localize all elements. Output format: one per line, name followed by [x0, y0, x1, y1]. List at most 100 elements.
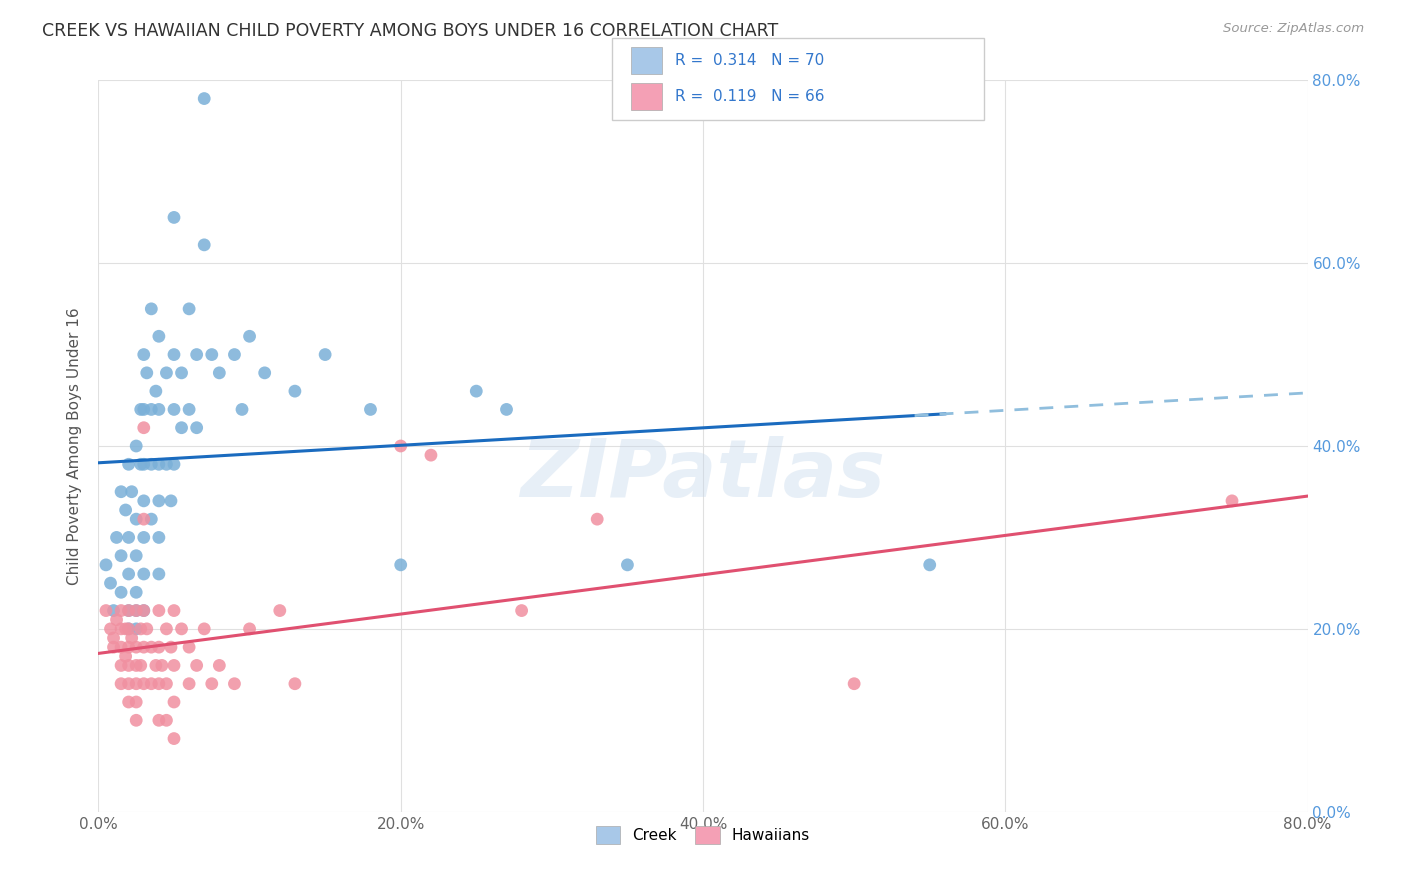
Point: [125, 585, 148, 599]
Point: [118, 603, 141, 617]
Point: [163, 347, 186, 362]
Point: [114, 503, 136, 517]
Point: [201, 347, 224, 362]
Point: [118, 622, 141, 636]
Point: [129, 402, 152, 417]
Point: [100, 622, 122, 636]
Point: [132, 603, 155, 617]
Point: [118, 567, 141, 582]
Point: [103, 631, 125, 645]
Point: [160, 640, 183, 655]
Point: [148, 457, 170, 471]
Point: [239, 329, 262, 343]
Point: [125, 603, 148, 617]
Point: [231, 402, 253, 417]
Point: [125, 512, 148, 526]
Point: [141, 457, 163, 471]
Point: [170, 421, 193, 435]
Point: [110, 676, 132, 690]
Legend: Creek, Hawaiians: Creek, Hawaiians: [588, 819, 818, 852]
Point: [141, 301, 163, 316]
Point: [201, 676, 224, 690]
Point: [118, 622, 141, 636]
Point: [105, 530, 128, 544]
Point: [132, 603, 155, 617]
Point: [145, 658, 167, 673]
Text: ZIPatlas: ZIPatlas: [520, 436, 886, 515]
Point: [148, 603, 170, 617]
Point: [224, 347, 246, 362]
Point: [132, 530, 155, 544]
Point: [148, 676, 170, 690]
Point: [495, 402, 517, 417]
Point: [141, 402, 163, 417]
Point: [132, 640, 155, 655]
Point: [110, 640, 132, 655]
Point: [100, 576, 122, 591]
Point: [193, 238, 215, 252]
Point: [125, 439, 148, 453]
Point: [118, 530, 141, 544]
Point: [132, 676, 155, 690]
Point: [844, 676, 866, 690]
Point: [510, 603, 533, 617]
Point: [125, 695, 148, 709]
Point: [389, 558, 412, 572]
Point: [170, 622, 193, 636]
Point: [132, 512, 155, 526]
Point: [118, 457, 141, 471]
Point: [208, 366, 231, 380]
Point: [110, 549, 132, 563]
Point: [125, 603, 148, 617]
Point: [284, 676, 307, 690]
Point: [239, 622, 262, 636]
Point: [103, 603, 125, 617]
Point: [132, 347, 155, 362]
Point: [155, 714, 177, 728]
Point: [314, 347, 336, 362]
Point: [132, 421, 155, 435]
Point: [155, 366, 177, 380]
Point: [155, 622, 177, 636]
Point: [129, 658, 152, 673]
Point: [105, 613, 128, 627]
Point: [179, 402, 201, 417]
Point: [160, 494, 183, 508]
Point: [118, 603, 141, 617]
Point: [110, 658, 132, 673]
Point: [163, 211, 186, 225]
Point: [284, 384, 307, 398]
Point: [360, 402, 382, 417]
Point: [125, 714, 148, 728]
Point: [129, 622, 152, 636]
Point: [420, 448, 443, 462]
Point: [179, 301, 201, 316]
Point: [125, 640, 148, 655]
Text: Source: ZipAtlas.com: Source: ZipAtlas.com: [1223, 22, 1364, 36]
Point: [163, 603, 186, 617]
Point: [129, 457, 152, 471]
Point: [163, 731, 186, 746]
Point: [141, 512, 163, 526]
Point: [132, 567, 155, 582]
Point: [125, 658, 148, 673]
Point: [224, 676, 246, 690]
Point: [135, 366, 157, 380]
Point: [148, 329, 170, 343]
Point: [465, 384, 488, 398]
Point: [110, 585, 132, 599]
Point: [163, 695, 186, 709]
Point: [616, 558, 638, 572]
Point: [94, 558, 117, 572]
Point: [918, 558, 941, 572]
Point: [186, 421, 208, 435]
Point: [179, 640, 201, 655]
Point: [118, 695, 141, 709]
Point: [179, 676, 201, 690]
Point: [163, 658, 186, 673]
Point: [94, 603, 117, 617]
Point: [141, 640, 163, 655]
Point: [125, 622, 148, 636]
Point: [110, 484, 132, 499]
Point: [186, 658, 208, 673]
